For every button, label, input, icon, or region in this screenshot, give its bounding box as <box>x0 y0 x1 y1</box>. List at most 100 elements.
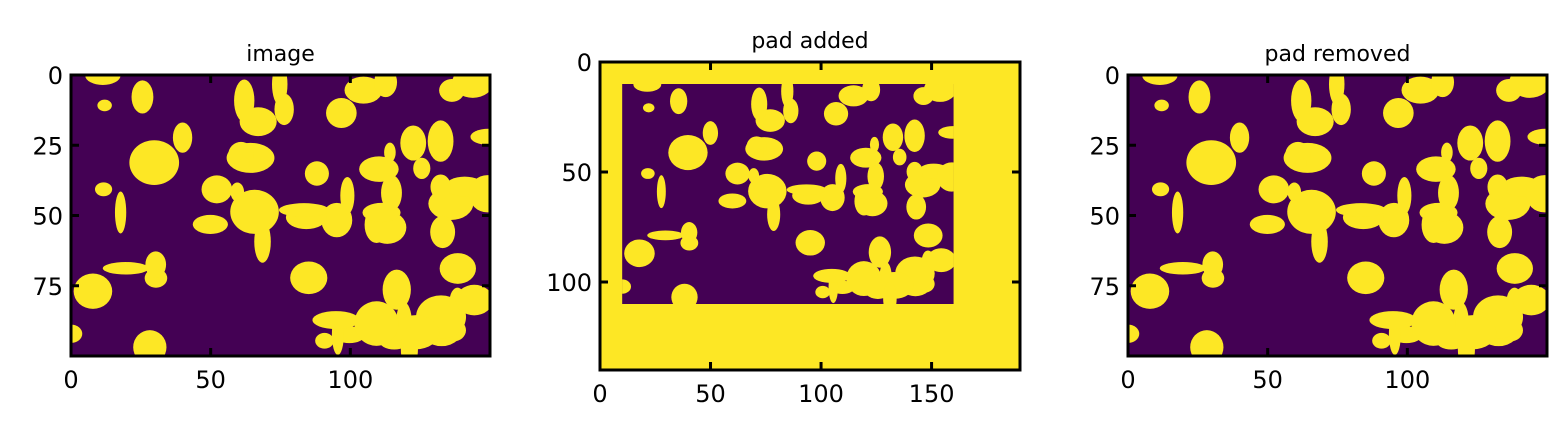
y-tick-label: 100 <box>546 269 592 297</box>
blob <box>936 162 954 192</box>
panel: pad removed 0 50 100 0 25 50 75 <box>1089 42 1549 394</box>
blob-pattern <box>71 75 490 356</box>
blob <box>1484 120 1511 162</box>
blob <box>751 87 768 121</box>
blob <box>192 214 228 234</box>
blob <box>326 98 357 129</box>
blob <box>868 236 892 268</box>
blob <box>1229 122 1250 153</box>
blob <box>823 102 849 126</box>
blob <box>381 175 402 211</box>
blob <box>795 230 825 256</box>
blob <box>1159 262 1206 275</box>
blob <box>73 273 113 309</box>
blob <box>1496 253 1533 284</box>
x-tick-label: 150 <box>909 380 955 408</box>
blob <box>114 191 127 234</box>
x-tick-label: 100 <box>1384 366 1430 394</box>
blob-pattern <box>1128 75 1547 356</box>
blob <box>1527 128 1547 145</box>
blob <box>430 174 451 200</box>
y-tick-label: 25 <box>32 132 63 160</box>
blob <box>1142 75 1178 85</box>
blob <box>384 142 396 163</box>
blob <box>850 147 882 168</box>
blob <box>883 281 897 304</box>
blob <box>1186 140 1237 185</box>
blob <box>624 239 655 268</box>
blob <box>1151 182 1170 197</box>
blob <box>94 182 113 197</box>
blob <box>430 215 456 249</box>
blob <box>892 148 907 166</box>
panel-title: pad removed <box>1265 42 1411 67</box>
blob <box>304 161 329 186</box>
blob <box>1369 311 1417 330</box>
blob <box>1487 215 1513 249</box>
blob <box>234 79 255 122</box>
blob <box>923 84 954 102</box>
blob <box>680 222 698 243</box>
x-tick-label: 50 <box>695 380 726 408</box>
blob <box>1512 284 1547 316</box>
x-tick-label: 0 <box>592 380 607 408</box>
blob <box>1361 161 1386 186</box>
blob <box>1190 330 1224 356</box>
blob <box>455 284 490 316</box>
blob <box>452 75 490 98</box>
blob <box>439 253 476 284</box>
blob <box>131 80 154 114</box>
blob <box>668 135 708 171</box>
blob <box>71 324 83 343</box>
blob <box>1441 142 1453 163</box>
blob <box>633 84 662 92</box>
blob <box>1457 327 1475 356</box>
blob <box>641 168 655 179</box>
blob <box>290 261 328 295</box>
blob <box>1188 80 1211 114</box>
blob <box>813 268 851 283</box>
blob <box>230 189 279 234</box>
y-tick-label: 75 <box>32 273 63 301</box>
x-tick-label: 100 <box>798 380 844 408</box>
blob <box>133 330 167 356</box>
blob <box>725 162 750 185</box>
blob <box>145 251 167 278</box>
blob <box>702 121 719 145</box>
panel: pad added 0 50 100 150 0 50 100 <box>546 29 1022 408</box>
y-tick-label: 0 <box>577 49 592 77</box>
blob <box>315 332 334 349</box>
panel-title: pad added <box>751 29 868 54</box>
blob <box>882 123 904 151</box>
x-tick-label: 100 <box>327 366 373 394</box>
blob <box>906 161 923 182</box>
blob <box>400 125 427 161</box>
blob <box>312 311 360 330</box>
y-tick-label: 50 <box>32 203 63 231</box>
blob <box>647 230 684 241</box>
blob <box>102 262 149 275</box>
blob <box>1372 332 1391 349</box>
blob <box>807 151 827 171</box>
blob <box>1509 75 1547 98</box>
blob <box>748 173 787 209</box>
blob <box>1295 157 1307 170</box>
blob <box>1439 269 1468 310</box>
blob <box>862 84 881 102</box>
blob <box>1202 251 1224 278</box>
blob <box>906 194 927 220</box>
blob <box>1383 98 1414 129</box>
blob <box>846 261 882 297</box>
blob <box>838 85 869 107</box>
blob <box>382 269 411 310</box>
blob <box>1347 261 1385 295</box>
blob <box>172 122 193 153</box>
blob <box>427 120 454 162</box>
y-tick-label: 50 <box>1089 203 1120 231</box>
blob <box>835 163 847 194</box>
blob <box>97 99 112 112</box>
blob <box>1470 157 1488 180</box>
y-tick-label: 25 <box>1089 132 1120 160</box>
blob <box>1258 175 1290 204</box>
